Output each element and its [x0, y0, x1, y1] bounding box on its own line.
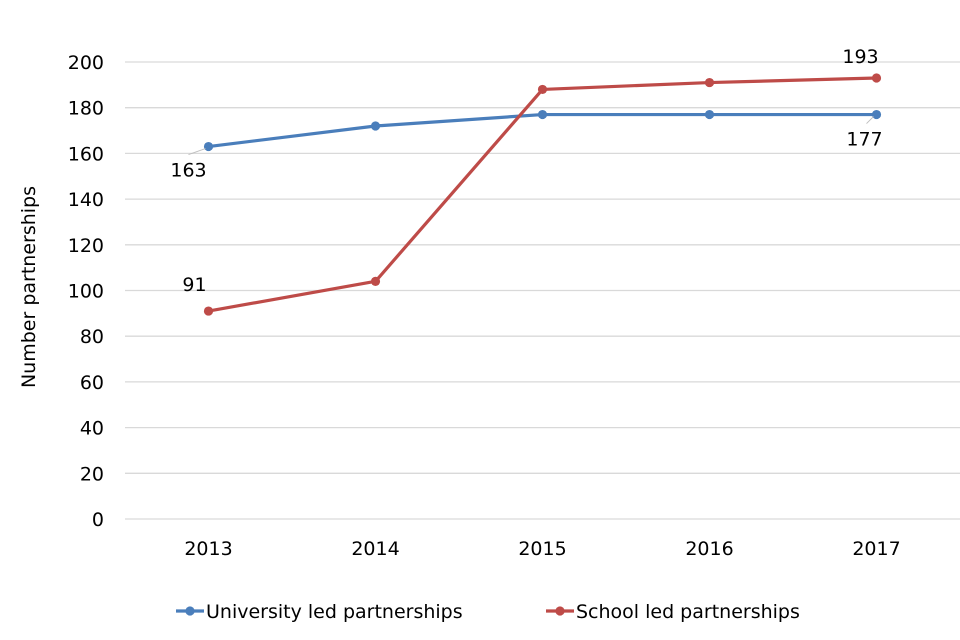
y-tick-label: 120 — [68, 235, 104, 257]
x-axis: 2013 2014 2015 2016 2017 — [184, 538, 900, 560]
data-point — [370, 276, 381, 286]
y-tick-label: 180 — [68, 98, 104, 120]
data-label: 193 — [842, 46, 878, 68]
series-group — [203, 73, 882, 316]
x-tick-label: 2017 — [852, 538, 900, 560]
legend-label: School led partnerships — [576, 601, 800, 623]
y-tick-label: 0 — [92, 509, 104, 531]
data-point — [537, 109, 548, 120]
x-tick-label: 2015 — [518, 538, 566, 560]
gridlines — [125, 61, 960, 520]
data-point — [203, 141, 214, 152]
x-tick-label: 2014 — [351, 538, 399, 560]
data-point — [704, 77, 715, 88]
data-label: 177 — [846, 129, 882, 151]
y-tick-label: 40 — [80, 418, 104, 440]
y-tick-label: 20 — [80, 463, 104, 485]
y-tick-label: 200 — [68, 52, 104, 74]
data-point — [704, 109, 715, 120]
data-label: 163 — [170, 160, 206, 182]
data-label-leader — [866, 116, 874, 124]
x-tick-label: 2013 — [184, 538, 232, 560]
legend-marker — [185, 606, 195, 616]
data-labels: 163 177 91 193 — [170, 46, 882, 296]
data-point — [871, 109, 882, 120]
y-tick-label: 140 — [68, 189, 104, 211]
data-point — [203, 306, 214, 316]
data-point — [537, 84, 548, 95]
legend: University led partnerships School led pa… — [176, 601, 800, 623]
y-tick-label: 160 — [68, 143, 104, 165]
y-axis: 0 20 40 60 80 100 120 140 160 180 200 — [68, 52, 104, 531]
x-tick-label: 2016 — [685, 538, 733, 560]
y-tick-label: 80 — [80, 326, 104, 348]
data-label: 91 — [182, 274, 206, 296]
y-tick-label: 60 — [80, 372, 104, 394]
legend-label: University led partnerships — [206, 601, 463, 623]
y-axis-title: Number partnerships — [18, 186, 40, 388]
data-label-leader — [188, 148, 206, 156]
y-tick-label: 100 — [68, 281, 104, 303]
legend-marker — [555, 606, 565, 616]
series-line — [208, 112, 877, 149]
data-point — [871, 73, 882, 83]
data-point — [370, 121, 381, 131]
